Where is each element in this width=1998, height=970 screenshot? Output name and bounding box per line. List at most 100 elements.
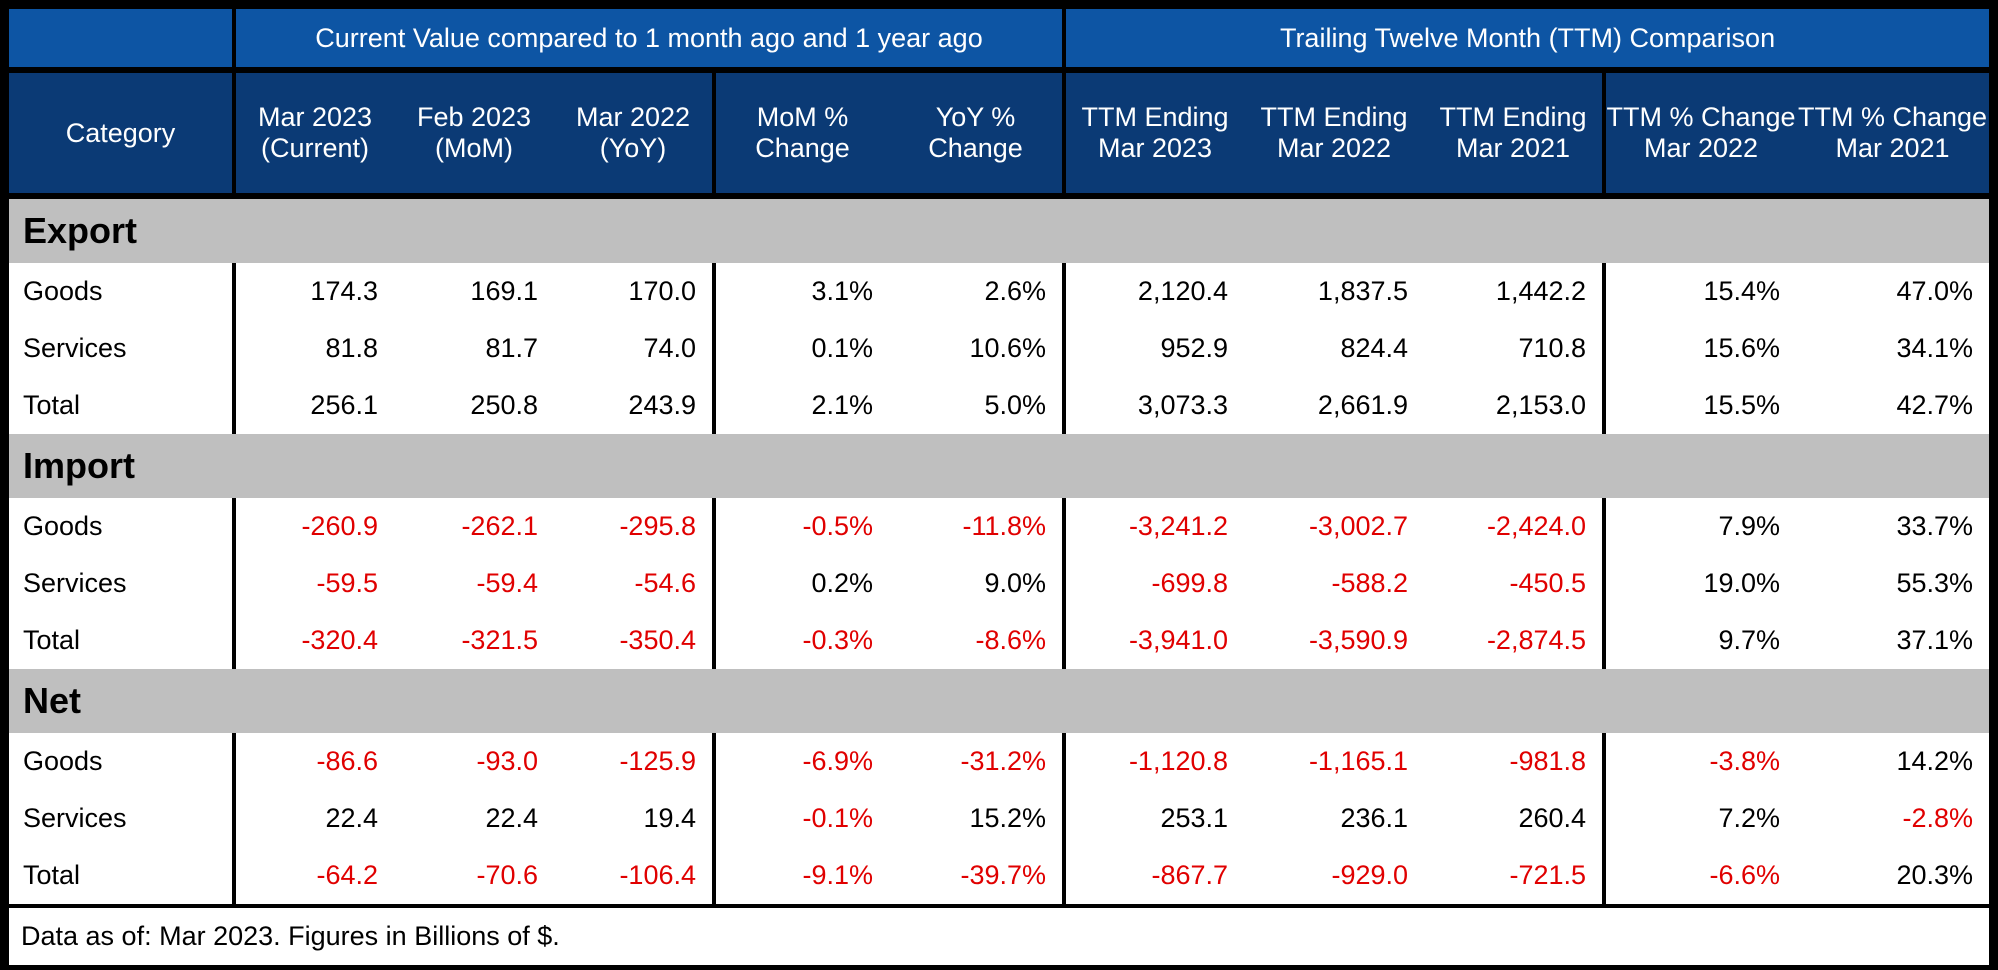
table-cell: 2,661.9 (1244, 377, 1425, 434)
table-cell: -867.7 (1062, 847, 1245, 906)
col-header-ttm-2022: TTM Ending Mar 2022 (1244, 73, 1425, 193)
table-cell: 15.6% (1602, 320, 1797, 377)
table-cell: -321.5 (394, 612, 554, 669)
table-cell: -70.6 (394, 847, 554, 906)
table-cell: 2.1% (712, 377, 889, 434)
table-cell: 243.9 (554, 377, 714, 434)
table-cell: 2,153.0 (1424, 377, 1605, 434)
table-cell: 2,120.4 (1062, 263, 1245, 320)
table-row: Goods -260.9 -262.1 -295.8 -0.5% -11.8% -3,241… (9, 498, 1990, 555)
group-header-ttm: Trailing Twelve Month (TTM) Comparison (1062, 9, 1990, 67)
table-cell: 7.2% (1602, 790, 1797, 847)
table-cell: 33.7% (1796, 498, 1990, 555)
table-row: Goods 174.3 169.1 170.0 3.1% 2.6% 2,120.4 1,837… (9, 263, 1990, 320)
header-gap (9, 193, 1990, 199)
trade-summary-table: Current Value compared to 1 month ago an… (9, 9, 1990, 965)
table-row: Total -320.4 -321.5 -350.4 -0.3% -8.6% -3,941.… (9, 612, 1990, 669)
table-cell: 236.1 (1244, 790, 1425, 847)
table-row: Total 256.1 250.8 243.9 2.1% 5.0% 3,073.3 2,661… (9, 377, 1990, 434)
row-category: Services (9, 320, 234, 377)
table-cell: 1,837.5 (1244, 263, 1425, 320)
table-row: Services 22.4 22.4 19.4 -0.1% 15.2% 253.1 236.1… (9, 790, 1990, 847)
table-cell: -1,120.8 (1062, 733, 1245, 790)
col-header-mom-change: MoM % Change (712, 73, 889, 193)
group-header-current: Current Value compared to 1 month ago an… (231, 9, 1065, 67)
table-cell: -3,941.0 (1062, 612, 1245, 669)
table-cell: -6.9% (712, 733, 889, 790)
table-cell: -31.2% (889, 733, 1065, 790)
table-cell: 81.8 (232, 320, 394, 377)
table-cell: 19.4 (554, 790, 714, 847)
table-cell: -106.4 (554, 847, 714, 906)
table-cell: -588.2 (1244, 555, 1425, 612)
table-cell: 9.0% (889, 555, 1065, 612)
table-cell: 74.0 (554, 320, 714, 377)
row-category: Total (9, 377, 234, 434)
table-cell: 5.0% (889, 377, 1065, 434)
section-label: Export (9, 199, 1990, 263)
footer-row: Data as of: Mar 2023. Figures in Billion… (9, 904, 1990, 965)
col-header-feb-2023: Feb 2023 (MoM) (394, 73, 554, 193)
table-cell: -0.5% (712, 498, 889, 555)
table-cell: 22.4 (232, 790, 394, 847)
table-cell: 81.7 (394, 320, 554, 377)
section-label: Import (9, 434, 1990, 498)
table-cell: 34.1% (1796, 320, 1990, 377)
section-row-import: Import (9, 434, 1990, 498)
col-header-yoy-change: YoY % Change (889, 73, 1065, 193)
col-header-ttm-2021: TTM Ending Mar 2021 (1424, 73, 1605, 193)
table-cell: -0.3% (712, 612, 889, 669)
table-cell: -262.1 (394, 498, 554, 555)
table-cell: 174.3 (232, 263, 394, 320)
table-row: Total -64.2 -70.6 -106.4 -9.1% -39.7% -867.7 -9… (9, 847, 1990, 906)
table-cell: -295.8 (554, 498, 714, 555)
table-cell: 2.6% (889, 263, 1065, 320)
table-cell: -721.5 (1424, 847, 1605, 906)
table-cell: 3.1% (712, 263, 889, 320)
table-cell: -929.0 (1244, 847, 1425, 906)
table-cell: -39.7% (889, 847, 1065, 906)
column-header-row: Category Mar 2023 (Current) Feb 2023 (Mo… (9, 73, 1990, 193)
table-cell: 42.7% (1796, 377, 1990, 434)
table-cell: 169.1 (394, 263, 554, 320)
table-row: Goods -86.6 -93.0 -125.9 -6.9% -31.2% -1,120.8… (9, 733, 1990, 790)
table-cell: -2,424.0 (1424, 498, 1605, 555)
table-cell: 15.4% (1602, 263, 1797, 320)
footer-note: Data as of: Mar 2023. Figures in Billion… (9, 904, 1990, 965)
table-cell: 15.5% (1602, 377, 1797, 434)
table-cell: -981.8 (1424, 733, 1605, 790)
table-cell: 22.4 (394, 790, 554, 847)
table-cell: -3,002.7 (1244, 498, 1425, 555)
row-category: Goods (9, 733, 234, 790)
table-cell: 260.4 (1424, 790, 1605, 847)
table-cell: -59.4 (394, 555, 554, 612)
table-cell: -450.5 (1424, 555, 1605, 612)
header-gap (9, 67, 1990, 73)
table-cell: -2.8% (1796, 790, 1990, 847)
table-cell: -93.0 (394, 733, 554, 790)
table-cell: 1,442.2 (1424, 263, 1605, 320)
table-cell: 253.1 (1062, 790, 1245, 847)
table-cell: -320.4 (232, 612, 394, 669)
table-body: Export Goods 174.3 169.1 170.0 3.1% 2.6% 2,120.… (9, 199, 1990, 906)
table-cell: -8.6% (889, 612, 1065, 669)
table-cell: 37.1% (1796, 612, 1990, 669)
table-cell: -260.9 (232, 498, 394, 555)
table-cell: -1,165.1 (1244, 733, 1425, 790)
table-cell: -0.1% (712, 790, 889, 847)
table-cell: 0.1% (712, 320, 889, 377)
table-cell: -3,241.2 (1062, 498, 1245, 555)
table-cell: -59.5 (232, 555, 394, 612)
group-header-blank (9, 9, 234, 67)
row-category: Services (9, 790, 234, 847)
table-cell: 7.9% (1602, 498, 1797, 555)
row-category: Total (9, 612, 234, 669)
table-cell: 3,073.3 (1062, 377, 1245, 434)
table-cell: -350.4 (554, 612, 714, 669)
table-cell: -2,874.5 (1424, 612, 1605, 669)
table-cell: -86.6 (232, 733, 394, 790)
table-cell: 952.9 (1062, 320, 1245, 377)
table-cell: 14.2% (1796, 733, 1990, 790)
table-cell: 9.7% (1602, 612, 1797, 669)
